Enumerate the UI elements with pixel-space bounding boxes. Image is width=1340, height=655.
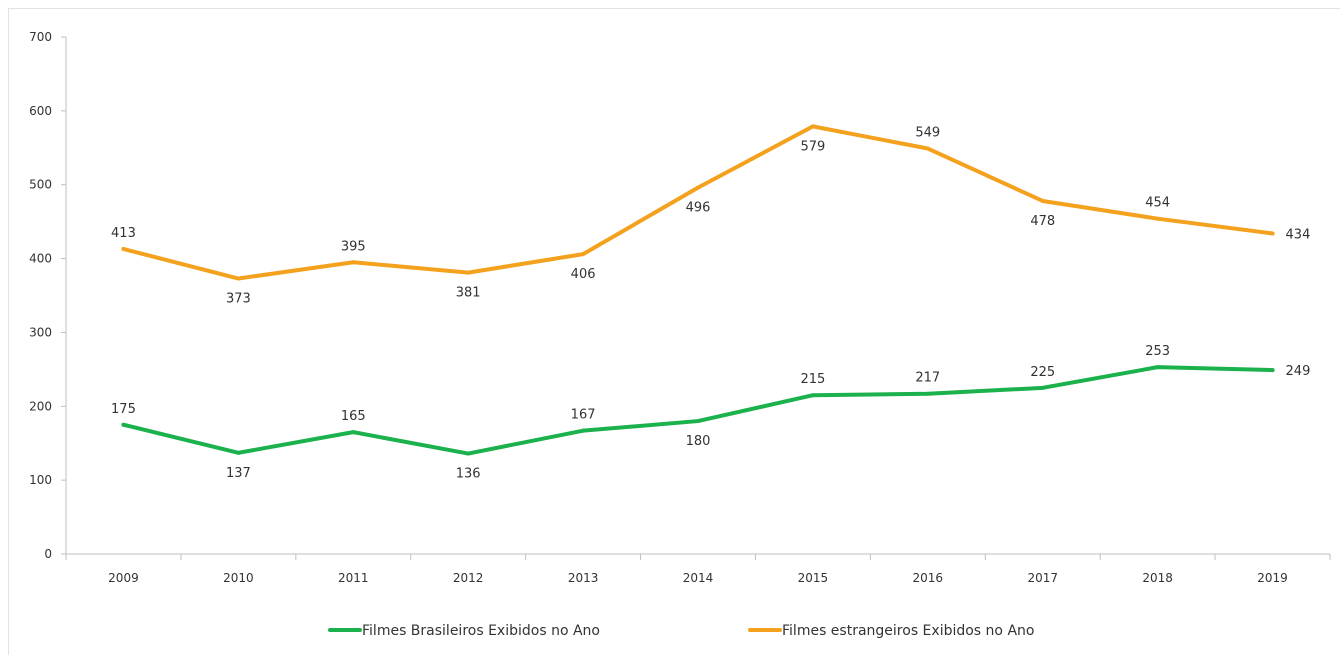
data-label: 167 bbox=[571, 408, 596, 423]
data-label: 373 bbox=[226, 292, 251, 307]
y-tick-label: 400 bbox=[29, 252, 52, 266]
data-label: 549 bbox=[915, 126, 940, 141]
data-point bbox=[810, 124, 815, 129]
data-point bbox=[696, 185, 700, 190]
x-tick-label: 2013 bbox=[568, 571, 599, 585]
chart-frame bbox=[8, 8, 1340, 655]
x-tick-label: 2010 bbox=[223, 571, 254, 585]
data-point bbox=[121, 246, 126, 251]
data-point bbox=[696, 419, 700, 424]
data-point bbox=[121, 422, 126, 427]
data-label: 249 bbox=[1286, 364, 1311, 379]
y-tick-label: 700 bbox=[29, 30, 52, 44]
data-label: 413 bbox=[111, 226, 136, 241]
x-tick-label: 2011 bbox=[338, 571, 369, 585]
data-point bbox=[236, 276, 241, 281]
data-point bbox=[351, 260, 356, 265]
legend-label-2: Filmes estrangeiros Exibidos no Ano bbox=[782, 623, 1034, 639]
data-label: 381 bbox=[456, 286, 481, 301]
data-point bbox=[1270, 368, 1275, 373]
data-point bbox=[581, 252, 586, 257]
x-tick-label: 2017 bbox=[1027, 571, 1058, 585]
x-tick-label: 2014 bbox=[683, 571, 714, 585]
x-tick-label: 2019 bbox=[1257, 571, 1288, 585]
data-label: 496 bbox=[686, 201, 711, 216]
y-tick-label: 500 bbox=[29, 178, 52, 192]
data-label: 136 bbox=[456, 467, 481, 482]
data-label: 180 bbox=[686, 434, 711, 449]
y-axis-ticks: 0 100 200 300 400 500 600 700 bbox=[29, 30, 66, 561]
series-lines bbox=[121, 124, 1275, 456]
data-point bbox=[351, 430, 356, 435]
data-point bbox=[466, 270, 471, 275]
y-tick-label: 200 bbox=[29, 399, 52, 413]
data-label: 579 bbox=[800, 139, 825, 154]
data-point bbox=[1155, 216, 1160, 221]
y-tick-label: 0 bbox=[44, 547, 52, 561]
y-tick-label: 600 bbox=[29, 104, 52, 118]
data-label: 454 bbox=[1145, 196, 1170, 211]
x-tick-label: 2018 bbox=[1142, 571, 1173, 585]
data-point bbox=[1155, 365, 1160, 370]
data-label: 175 bbox=[111, 402, 136, 417]
x-tick-label: 2012 bbox=[453, 571, 484, 585]
legend-label-1: Filmes Brasileiros Exibidos no Ano bbox=[362, 623, 600, 639]
x-axis-ticks: 2009 2010 2011 2012 2013 2014 2015 2016 2017 2018… bbox=[65, 554, 1331, 585]
data-label: 217 bbox=[915, 371, 940, 386]
data-label: 253 bbox=[1145, 344, 1170, 359]
x-tick-label: 2016 bbox=[913, 571, 944, 585]
data-point bbox=[236, 450, 241, 455]
legend: Filmes Brasileiros Exibidos no Ano Filmes… bbox=[328, 623, 1034, 639]
x-tick-label: 2015 bbox=[798, 571, 829, 585]
data-label: 406 bbox=[571, 267, 596, 282]
x-tick-label: 2009 bbox=[108, 571, 139, 585]
y-tick-label: 100 bbox=[29, 473, 52, 487]
data-label: 165 bbox=[341, 409, 366, 424]
data-labels: 175 137 165 136 167 180 215 217 225 253 249 413 373 3… bbox=[111, 126, 1310, 482]
data-label: 434 bbox=[1286, 227, 1311, 242]
axes bbox=[65, 37, 1330, 555]
data-label: 225 bbox=[1030, 365, 1055, 380]
data-point bbox=[581, 428, 586, 433]
data-point bbox=[810, 393, 815, 398]
data-point bbox=[1040, 198, 1045, 203]
data-point bbox=[1040, 385, 1045, 390]
data-point bbox=[925, 391, 930, 396]
data-point bbox=[466, 451, 471, 456]
y-tick-label: 300 bbox=[29, 325, 52, 339]
data-point bbox=[925, 146, 930, 151]
data-label: 137 bbox=[226, 466, 251, 481]
data-label: 395 bbox=[341, 239, 366, 254]
data-label: 478 bbox=[1030, 214, 1055, 229]
data-point bbox=[1270, 231, 1275, 236]
data-label: 215 bbox=[800, 372, 825, 387]
